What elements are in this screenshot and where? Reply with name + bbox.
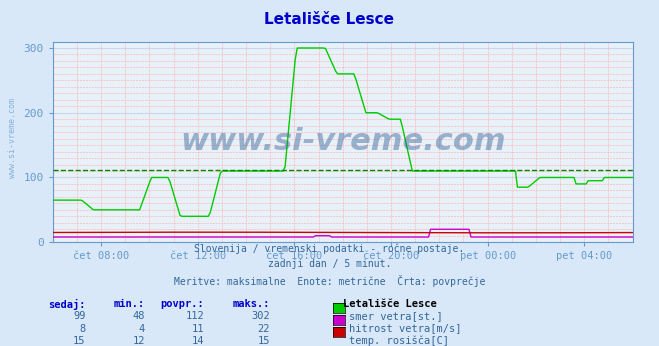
Text: Letališče Lesce: Letališče Lesce <box>343 299 436 309</box>
Text: 22: 22 <box>258 324 270 334</box>
Text: 302: 302 <box>252 311 270 321</box>
Text: sedaj:: sedaj: <box>48 299 86 310</box>
Text: 14: 14 <box>192 336 204 346</box>
Text: www.si-vreme.com: www.si-vreme.com <box>8 98 17 179</box>
Text: www.si-vreme.com: www.si-vreme.com <box>180 127 505 156</box>
Text: Slovenija / vremenski podatki - ročne postaje.
zadnji dan / 5 minut.
Meritve: ma: Slovenija / vremenski podatki - ročne po… <box>174 244 485 287</box>
Text: smer vetra[st.]: smer vetra[st.] <box>349 311 443 321</box>
Text: 112: 112 <box>186 311 204 321</box>
Text: Letališče Lesce: Letališče Lesce <box>264 12 395 27</box>
Text: maks.:: maks.: <box>233 299 270 309</box>
Text: 4: 4 <box>139 324 145 334</box>
Text: 12: 12 <box>132 336 145 346</box>
Text: 8: 8 <box>80 324 86 334</box>
Text: 48: 48 <box>132 311 145 321</box>
Text: 15: 15 <box>73 336 86 346</box>
Text: hitrost vetra[m/s]: hitrost vetra[m/s] <box>349 324 462 334</box>
Text: 15: 15 <box>258 336 270 346</box>
Text: 11: 11 <box>192 324 204 334</box>
Text: povpr.:: povpr.: <box>161 299 204 309</box>
Text: 99: 99 <box>73 311 86 321</box>
Text: temp. rosišča[C]: temp. rosišča[C] <box>349 336 449 346</box>
Text: min.:: min.: <box>114 299 145 309</box>
